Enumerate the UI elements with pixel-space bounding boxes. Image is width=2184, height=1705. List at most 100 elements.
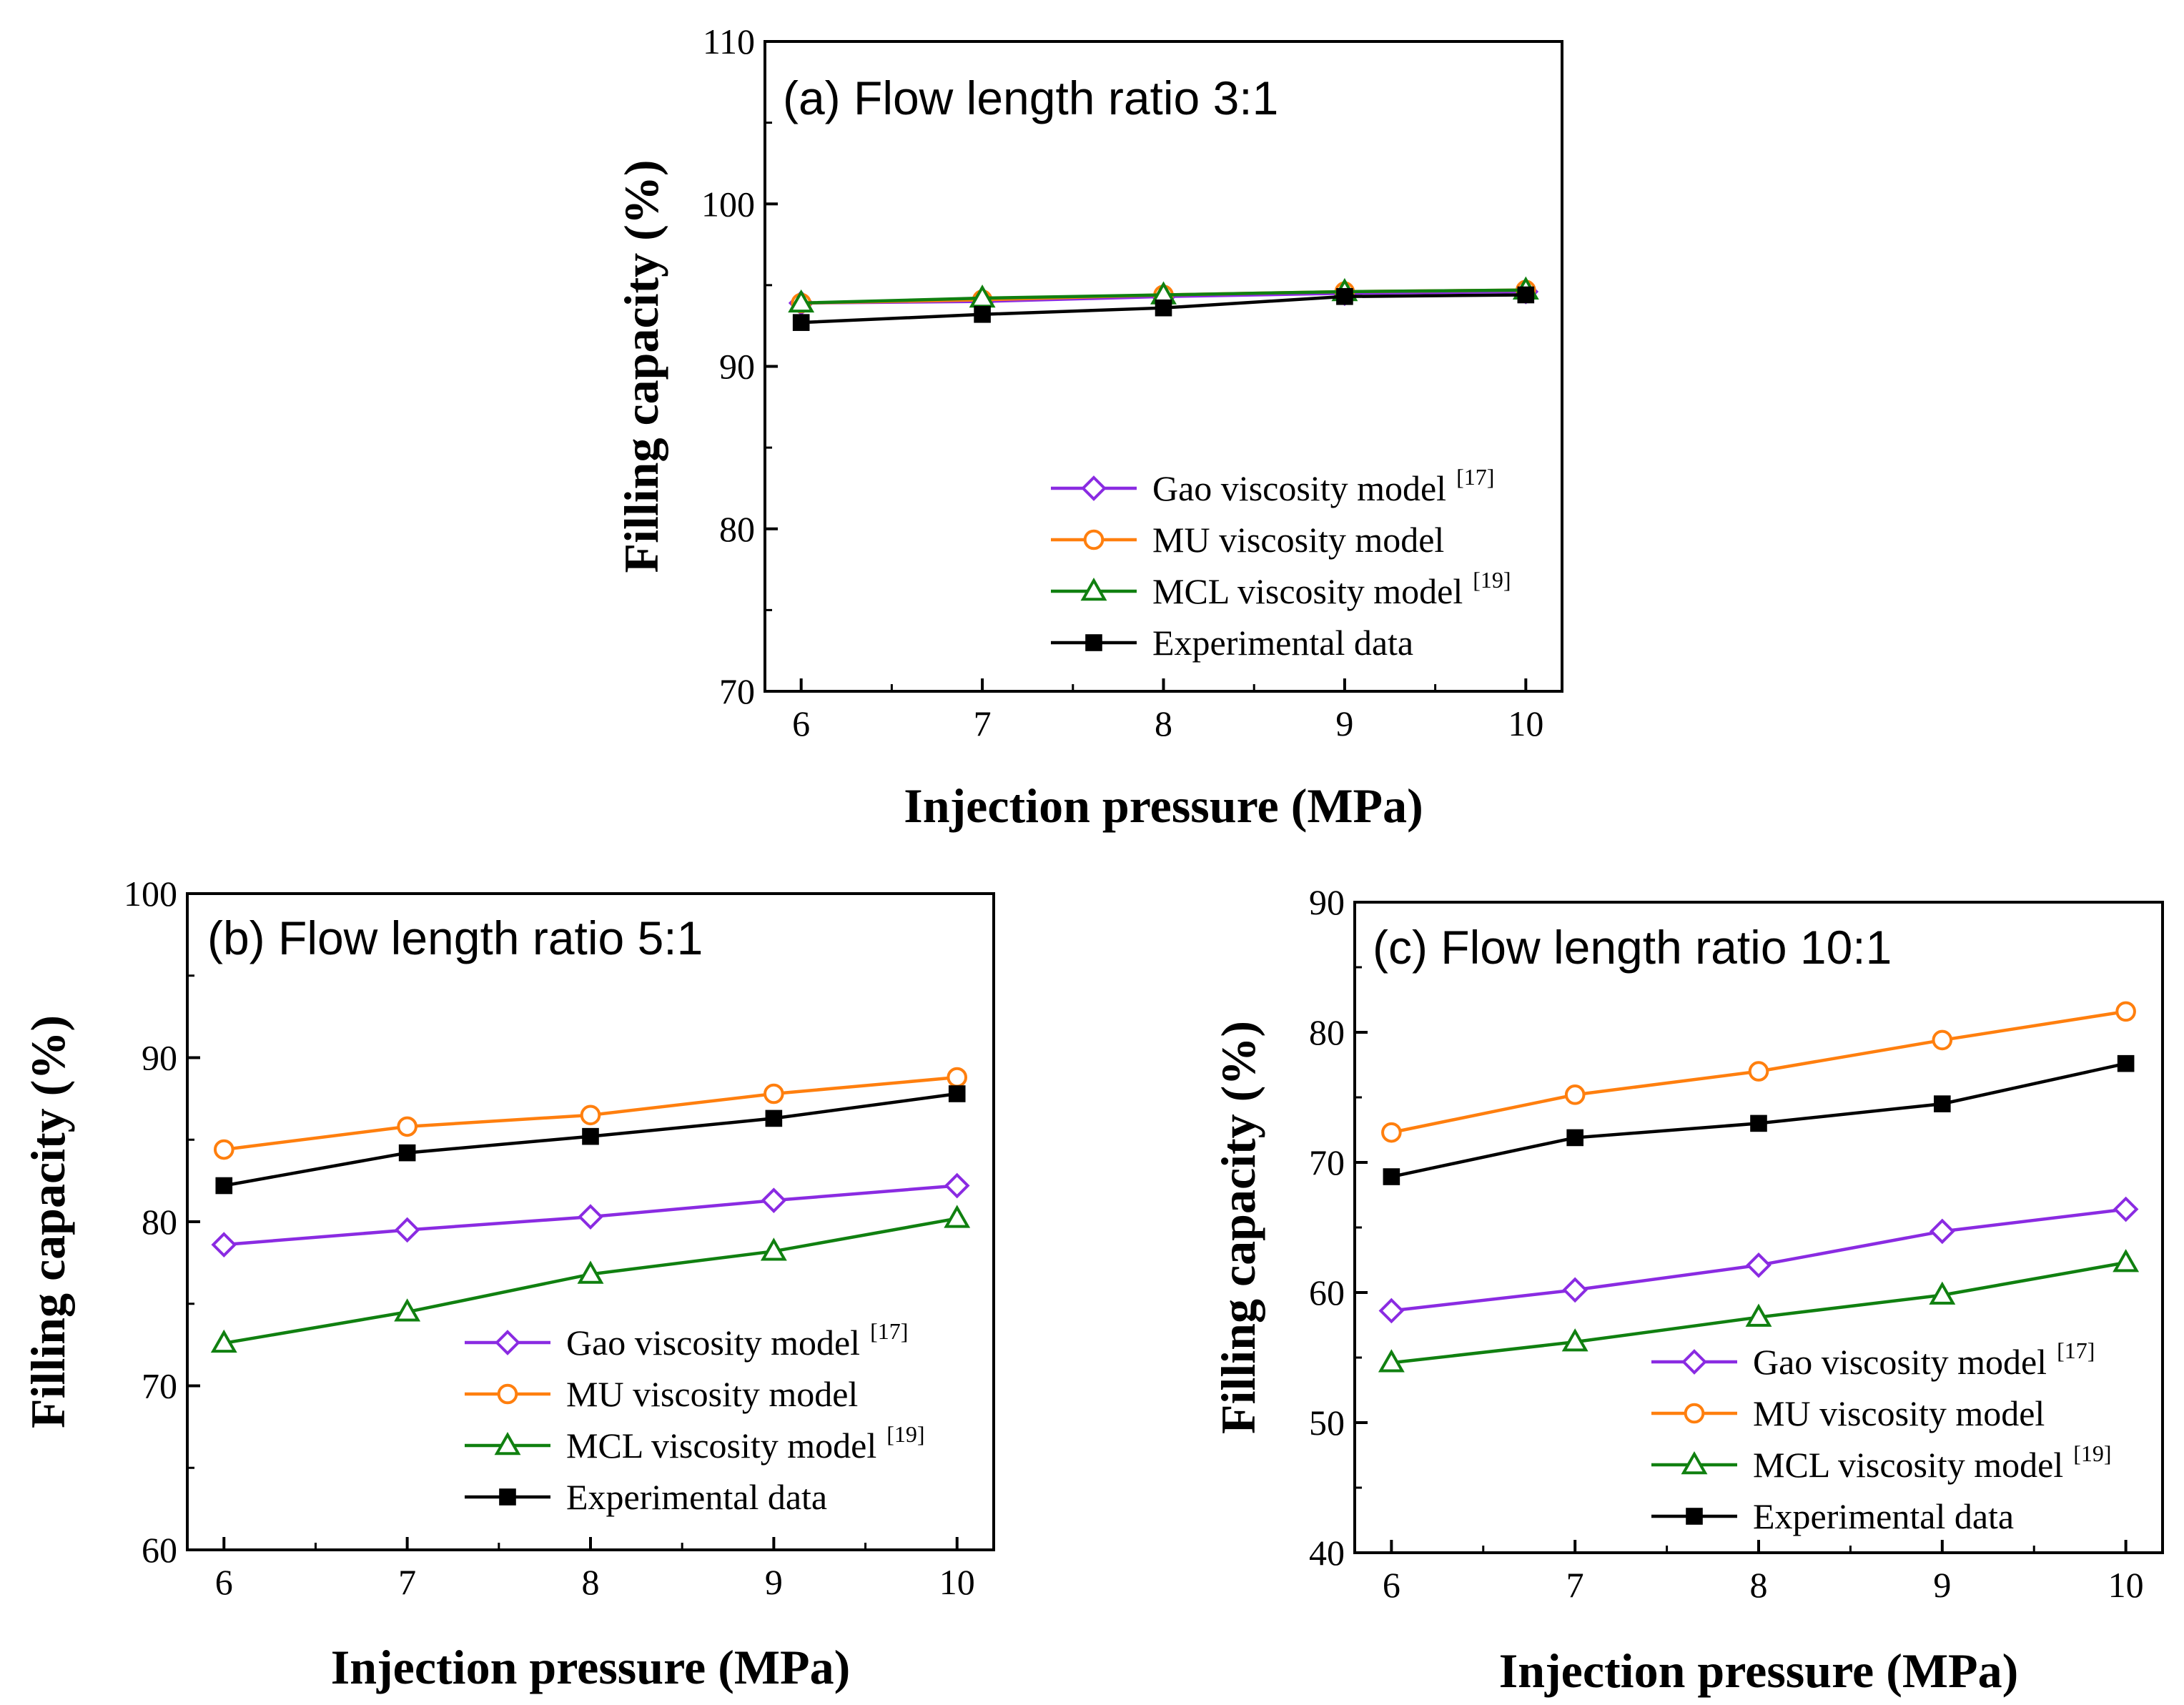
data-point [764, 1083, 784, 1104]
legend-marker [1080, 577, 1107, 601]
data-point [1566, 1129, 1583, 1147]
data-point [1378, 1349, 1405, 1373]
legend-marker [494, 1431, 521, 1456]
legend-marker [1681, 1349, 1707, 1375]
data-point [1155, 299, 1172, 317]
legend-label: Gao viscosity model [17] [1152, 464, 1494, 508]
y-tick-label: 70 [1309, 1142, 1345, 1182]
legend-ref: [17] [1456, 464, 1494, 490]
data-point [210, 1329, 237, 1353]
x-tick-label: 10 [2108, 1565, 2144, 1605]
y-tick-label: 60 [1309, 1272, 1345, 1313]
x-tick-label: 8 [582, 1562, 600, 1602]
legend-marker [1684, 1403, 1705, 1424]
data-point [2113, 1196, 2139, 1222]
y-tick-label: 80 [719, 509, 755, 549]
x-axis-title: Injection pressure (MPa) [1499, 1644, 2018, 1698]
data-point [580, 1104, 601, 1126]
legend-label: MCL viscosity model [19] [566, 1421, 925, 1466]
data-point [211, 1232, 237, 1257]
legend-ref: [19] [2073, 1440, 2111, 1466]
x-tick-label: 6 [1383, 1565, 1400, 1605]
data-point [944, 1205, 971, 1228]
y-tick-label: 80 [1309, 1012, 1345, 1052]
panel-title: (a) Flow length ratio 3:1 [783, 71, 1278, 124]
x-axis-title: Injection pressure (MPa) [904, 779, 1423, 833]
legend-marker [1686, 1508, 1703, 1525]
x-axis-title: Injection pressure (MPa) [331, 1640, 850, 1694]
y-tick-label: 90 [719, 347, 755, 387]
data-point [1745, 1303, 1772, 1327]
y-tick-label: 100 [124, 874, 177, 914]
data-point [1383, 1168, 1400, 1185]
x-tick-label: 8 [1750, 1565, 1768, 1605]
x-tick-label: 10 [1508, 703, 1543, 743]
data-point [765, 1110, 783, 1127]
legend-label: MCL viscosity model [19] [1753, 1440, 2112, 1485]
data-point [582, 1127, 599, 1145]
data-point [215, 1177, 233, 1195]
y-tick-label: 70 [719, 671, 755, 711]
data-point [1746, 1252, 1772, 1278]
legend-marker [499, 1488, 516, 1506]
legend-label: MU viscosity model [1152, 520, 1444, 560]
x-tick-label: 6 [215, 1562, 233, 1602]
data-point [1932, 1029, 1953, 1051]
legend-marker [1083, 529, 1105, 550]
data-point [577, 1260, 604, 1284]
legend-label: Experimental data [566, 1477, 827, 1517]
data-point [1381, 1122, 1402, 1143]
x-tick-label: 9 [765, 1562, 783, 1602]
y-tick-label: 110 [703, 21, 755, 61]
legend-marker [1081, 475, 1107, 501]
data-point [1748, 1061, 1769, 1082]
data-point [947, 1067, 968, 1088]
chart-panel: 40 50 60 70 80 90 6 7 8 9 10 Injection pressure (MP… [1211, 882, 2164, 1698]
y-tick-label: 60 [142, 1530, 177, 1570]
x-tick-label: 6 [792, 703, 810, 743]
data-point [948, 1085, 966, 1102]
data-point [394, 1217, 420, 1243]
legend-ref: [19] [1473, 567, 1511, 593]
panel-title: (b) Flow length ratio 5:1 [207, 911, 703, 964]
data-point [1929, 1281, 1956, 1305]
y-tick-label: 80 [142, 1202, 177, 1242]
legend-label: MCL viscosity model [19] [1152, 567, 1511, 611]
data-point [974, 305, 991, 323]
legend-ref: [17] [870, 1318, 908, 1344]
chart-panel: 70 80 90 100 110 6 7 8 9 10 Injection pressure (MP… [614, 21, 1563, 833]
y-axis-title: Filling capacity (%) [614, 160, 668, 573]
legend-label: Experimental data [1152, 623, 1413, 663]
y-tick-label: 40 [1309, 1533, 1345, 1573]
data-point [1517, 286, 1535, 304]
y-axis-title: Filling capacity (%) [1211, 1021, 1265, 1434]
legend-label: MU viscosity model [566, 1374, 858, 1414]
data-point [1934, 1095, 1951, 1112]
y-axis-title: Filling capacity (%) [21, 1015, 75, 1428]
y-tick-label: 70 [142, 1366, 177, 1406]
x-tick-label: 9 [1933, 1565, 1951, 1605]
data-point [761, 1187, 787, 1213]
legend-marker [497, 1383, 518, 1405]
panel-title: (c) Flow length ratio 10:1 [1373, 921, 1892, 974]
data-point [2113, 1249, 2140, 1272]
legend-ref: [17] [2057, 1338, 2095, 1363]
legend-marker [495, 1330, 520, 1355]
data-point [1750, 1115, 1767, 1132]
chart-panel: 60 70 80 90 100 6 7 8 9 10 Injection pressure (MPa… [21, 874, 995, 1694]
data-point [578, 1204, 603, 1230]
x-tick-label: 10 [939, 1562, 975, 1602]
data-point [213, 1139, 234, 1160]
legend-ref: [19] [886, 1421, 924, 1447]
legend-marker [1085, 634, 1102, 651]
x-tick-label: 7 [974, 703, 992, 743]
data-point [760, 1237, 787, 1261]
y-tick-label: 100 [701, 184, 755, 224]
legend-label: Gao viscosity model [17] [566, 1318, 908, 1363]
data-point [788, 289, 815, 313]
data-point [397, 1116, 417, 1137]
legend-label: Experimental data [1753, 1496, 2014, 1536]
data-point [2115, 1001, 2136, 1022]
data-point [1564, 1084, 1586, 1105]
